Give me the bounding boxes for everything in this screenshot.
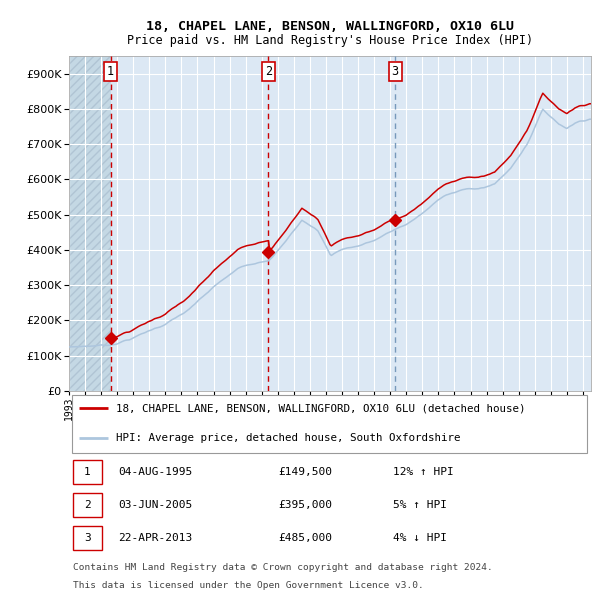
FancyBboxPatch shape xyxy=(71,395,587,453)
Text: £395,000: £395,000 xyxy=(278,500,332,510)
Text: Price paid vs. HM Land Registry's House Price Index (HPI): Price paid vs. HM Land Registry's House … xyxy=(127,34,533,47)
Text: 2: 2 xyxy=(84,500,91,510)
Text: £149,500: £149,500 xyxy=(278,467,332,477)
Text: HPI: Average price, detached house, South Oxfordshire: HPI: Average price, detached house, Sout… xyxy=(116,434,460,444)
Text: 1: 1 xyxy=(107,65,114,78)
Text: 03-JUN-2005: 03-JUN-2005 xyxy=(119,500,193,510)
Text: 3: 3 xyxy=(392,65,399,78)
FancyBboxPatch shape xyxy=(73,526,102,550)
Text: 4% ↓ HPI: 4% ↓ HPI xyxy=(392,533,446,543)
Text: 12% ↑ HPI: 12% ↑ HPI xyxy=(392,467,454,477)
Text: £485,000: £485,000 xyxy=(278,533,332,543)
Text: 22-APR-2013: 22-APR-2013 xyxy=(119,533,193,543)
Text: 2: 2 xyxy=(265,65,272,78)
FancyBboxPatch shape xyxy=(73,493,102,517)
Text: 18, CHAPEL LANE, BENSON, WALLINGFORD, OX10 6LU: 18, CHAPEL LANE, BENSON, WALLINGFORD, OX… xyxy=(146,20,514,33)
Text: Contains HM Land Registry data © Crown copyright and database right 2024.: Contains HM Land Registry data © Crown c… xyxy=(73,562,493,572)
Bar xyxy=(69,56,110,391)
FancyBboxPatch shape xyxy=(73,460,102,484)
Text: 1: 1 xyxy=(84,467,91,477)
Text: This data is licensed under the Open Government Licence v3.0.: This data is licensed under the Open Gov… xyxy=(73,581,424,590)
Text: 18, CHAPEL LANE, BENSON, WALLINGFORD, OX10 6LU (detached house): 18, CHAPEL LANE, BENSON, WALLINGFORD, OX… xyxy=(116,404,526,414)
Text: 3: 3 xyxy=(84,533,91,543)
Text: 5% ↑ HPI: 5% ↑ HPI xyxy=(392,500,446,510)
Text: 04-AUG-1995: 04-AUG-1995 xyxy=(119,467,193,477)
